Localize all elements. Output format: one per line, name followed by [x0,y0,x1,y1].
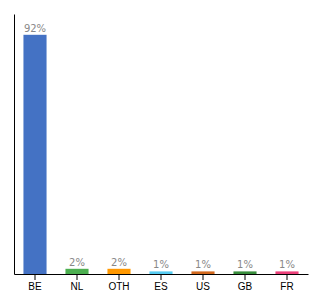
data-label: 92% [24,23,46,34]
y-axis-line [14,15,15,275]
x-tick-mark [245,274,246,280]
data-labels: 92% 2% 2% 1% 1% 1% 1% [24,23,295,271]
bar [23,35,46,274]
bars [23,35,298,274]
x-tick-label: ES [154,281,168,292]
data-label: 1% [279,259,295,270]
x-tick-label: OTH [108,281,129,292]
x-tick-label: GB [238,281,253,292]
x-tick-mark [119,274,120,280]
x-tick: US [196,274,210,292]
x-tick-label: NL [71,281,84,292]
data-label: 1% [153,259,169,270]
bar [65,269,88,274]
x-tick: BE [28,274,42,292]
x-tick-mark [203,274,204,280]
x-tick-label: US [196,281,210,292]
bar [275,271,298,274]
bar [191,271,214,274]
x-tick-mark [161,274,162,280]
bar [107,269,130,274]
x-tick: GB [238,274,253,292]
x-tick-mark [77,274,78,280]
data-label: 1% [195,259,211,270]
chart: BE NL OTH ES US GB FR 92% 2% 2% 1% 1% 1% 1% [0,0,320,300]
x-tick-mark [35,274,36,280]
plot: BE NL OTH ES US GB FR 92% 2% 2% 1% 1% 1% 1% [15,15,309,293]
x-axis: BE NL OTH ES US GB FR [15,274,309,292]
bar [233,271,256,274]
data-label: 2% [69,257,85,268]
y-axis [14,15,15,275]
x-tick-label: BE [28,281,42,292]
data-label: 1% [237,259,253,270]
x-tick: NL [71,274,84,292]
x-tick: ES [154,274,168,292]
bar [149,271,172,274]
chart-container: BE NL OTH ES US GB FR 92% 2% 2% 1% 1% 1% 1% [0,0,320,300]
x-tick: FR [280,274,293,292]
x-tick-label: FR [280,281,293,292]
x-tick: OTH [108,274,129,292]
x-tick-mark [287,274,288,280]
data-label: 2% [111,257,127,268]
